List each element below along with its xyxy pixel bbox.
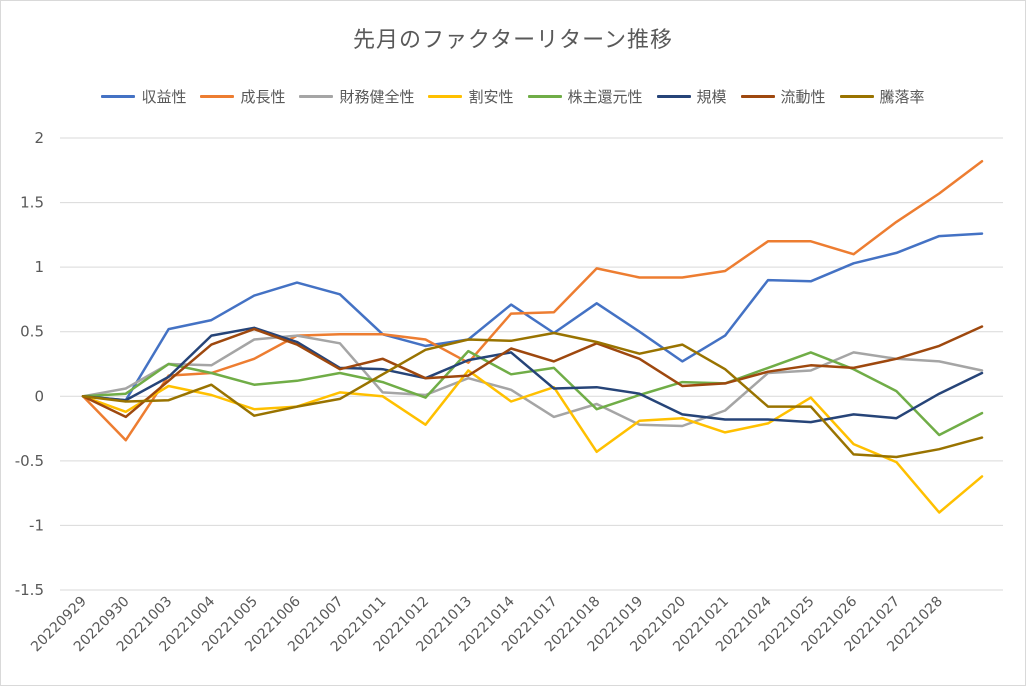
- series-line-成長性: [81, 159, 984, 442]
- y-tick-label: 0: [34, 387, 44, 405]
- legend-label: 流動性: [780, 88, 826, 106]
- series-line-財務健全性: [81, 334, 984, 428]
- series-line-割安性: [81, 369, 984, 514]
- y-axis: -1.5 -1 -0.5 0 0.5 1 1.5 2: [15, 129, 44, 599]
- x-axis: 2022092920220930202210032022100420221005…: [28, 593, 946, 655]
- legend-label: 株主還元性: [567, 88, 643, 106]
- legend-swatch: [527, 95, 562, 98]
- legend-item: 割安性: [428, 86, 514, 107]
- legend-item: 財務健全性: [299, 86, 414, 107]
- legend-swatch: [839, 95, 874, 98]
- legend-item: 株主還元性: [527, 86, 643, 107]
- legend-item: 規模: [656, 86, 727, 107]
- y-tick-label: -0.5: [15, 452, 44, 470]
- y-tick-label: 2: [34, 129, 44, 147]
- legend-item: 収益性: [101, 86, 186, 107]
- y-tick-label: 0.5: [20, 323, 44, 341]
- legend: 収益性 成長性 財務健全性 割安性 株主還元性 規模 流動性 騰落率: [0, 86, 1026, 107]
- legend-swatch: [428, 95, 463, 98]
- legend-swatch: [740, 95, 775, 98]
- series-line-流動性: [81, 325, 984, 419]
- legend-swatch: [656, 95, 691, 98]
- legend-swatch: [200, 95, 235, 98]
- series-line-収益性: [81, 232, 984, 402]
- legend-label: 成長性: [240, 88, 286, 106]
- legend-label: 収益性: [141, 88, 187, 106]
- series-line-規模: [81, 326, 984, 424]
- legend-label: 規模: [696, 88, 727, 106]
- legend-item: 成長性: [200, 86, 285, 107]
- series-group: [81, 159, 984, 514]
- legend-swatch: [101, 95, 136, 98]
- legend-swatch: [299, 95, 334, 98]
- y-tick-label: 1.5: [20, 194, 44, 212]
- y-tick-label: -1.5: [15, 581, 44, 599]
- legend-item: 騰落率: [839, 86, 925, 107]
- y-tick-label: 1: [34, 258, 44, 276]
- legend-label: 騰落率: [879, 88, 925, 106]
- legend-label: 割安性: [468, 88, 514, 106]
- y-tick-label: -1: [29, 516, 44, 534]
- chart-title: 先月のファクターリターン推移: [352, 28, 674, 53]
- legend-item: 流動性: [740, 86, 826, 107]
- series-line-騰落率: [81, 331, 984, 459]
- legend-label: 財務健全性: [339, 88, 415, 106]
